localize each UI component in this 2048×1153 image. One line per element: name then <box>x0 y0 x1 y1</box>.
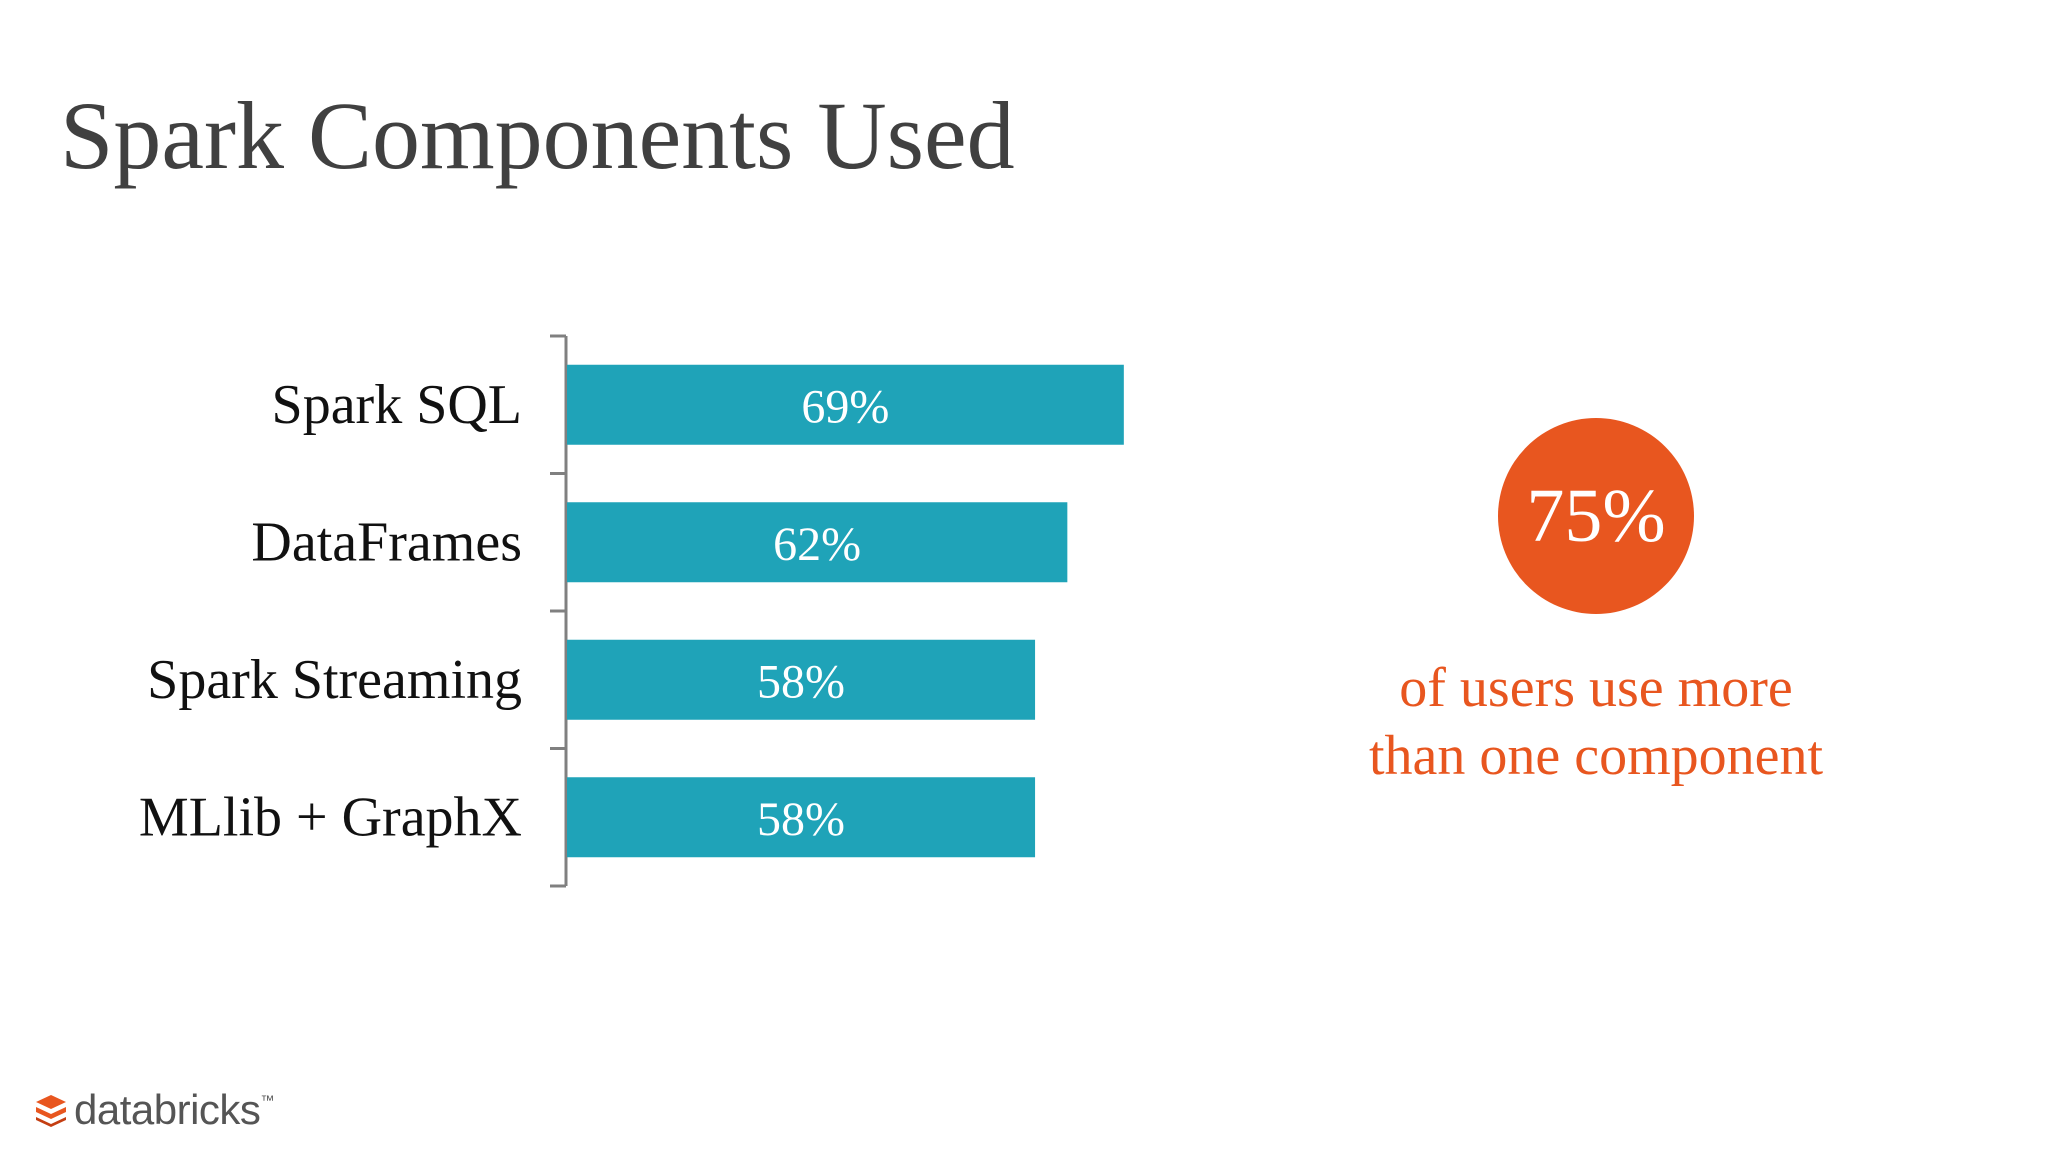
category-label: MLlib + GraphX <box>139 786 522 848</box>
data-label: 58% <box>757 655 845 708</box>
databricks-logo-icon <box>36 1095 66 1127</box>
data-label: 69% <box>801 380 889 433</box>
bar <box>567 502 1068 583</box>
data-label: 62% <box>773 518 861 571</box>
stat-circle: 75% <box>1498 418 1694 614</box>
chart-data-labels: 69% 62% 58% 58% <box>757 380 889 846</box>
stat-caption-line-2: than one component <box>1368 725 1824 787</box>
slide-title: Spark Components Used <box>60 82 1015 189</box>
category-label: DataFrames <box>251 511 522 573</box>
bar <box>567 639 1036 720</box>
category-label: Spark Streaming <box>147 649 522 711</box>
bar <box>567 364 1124 445</box>
chart-category-labels: Spark SQL DataFrames Spark Streaming MLlib … <box>139 374 522 849</box>
stat-caption: of users use more than one component <box>1296 654 1896 790</box>
stat-value: 75% <box>1526 474 1666 558</box>
category-label: Spark SQL <box>272 374 522 436</box>
chart-axis <box>550 334 568 888</box>
brand-name: databricks <box>74 1086 261 1133</box>
bar <box>567 777 1036 858</box>
brand-logo: databricks ™ <box>34 1086 274 1134</box>
data-label: 58% <box>757 793 845 846</box>
chart-bars <box>567 364 1124 858</box>
stat-caption-line-1: of users use more <box>1399 657 1793 719</box>
trademark-mark: ™ <box>260 1092 275 1108</box>
